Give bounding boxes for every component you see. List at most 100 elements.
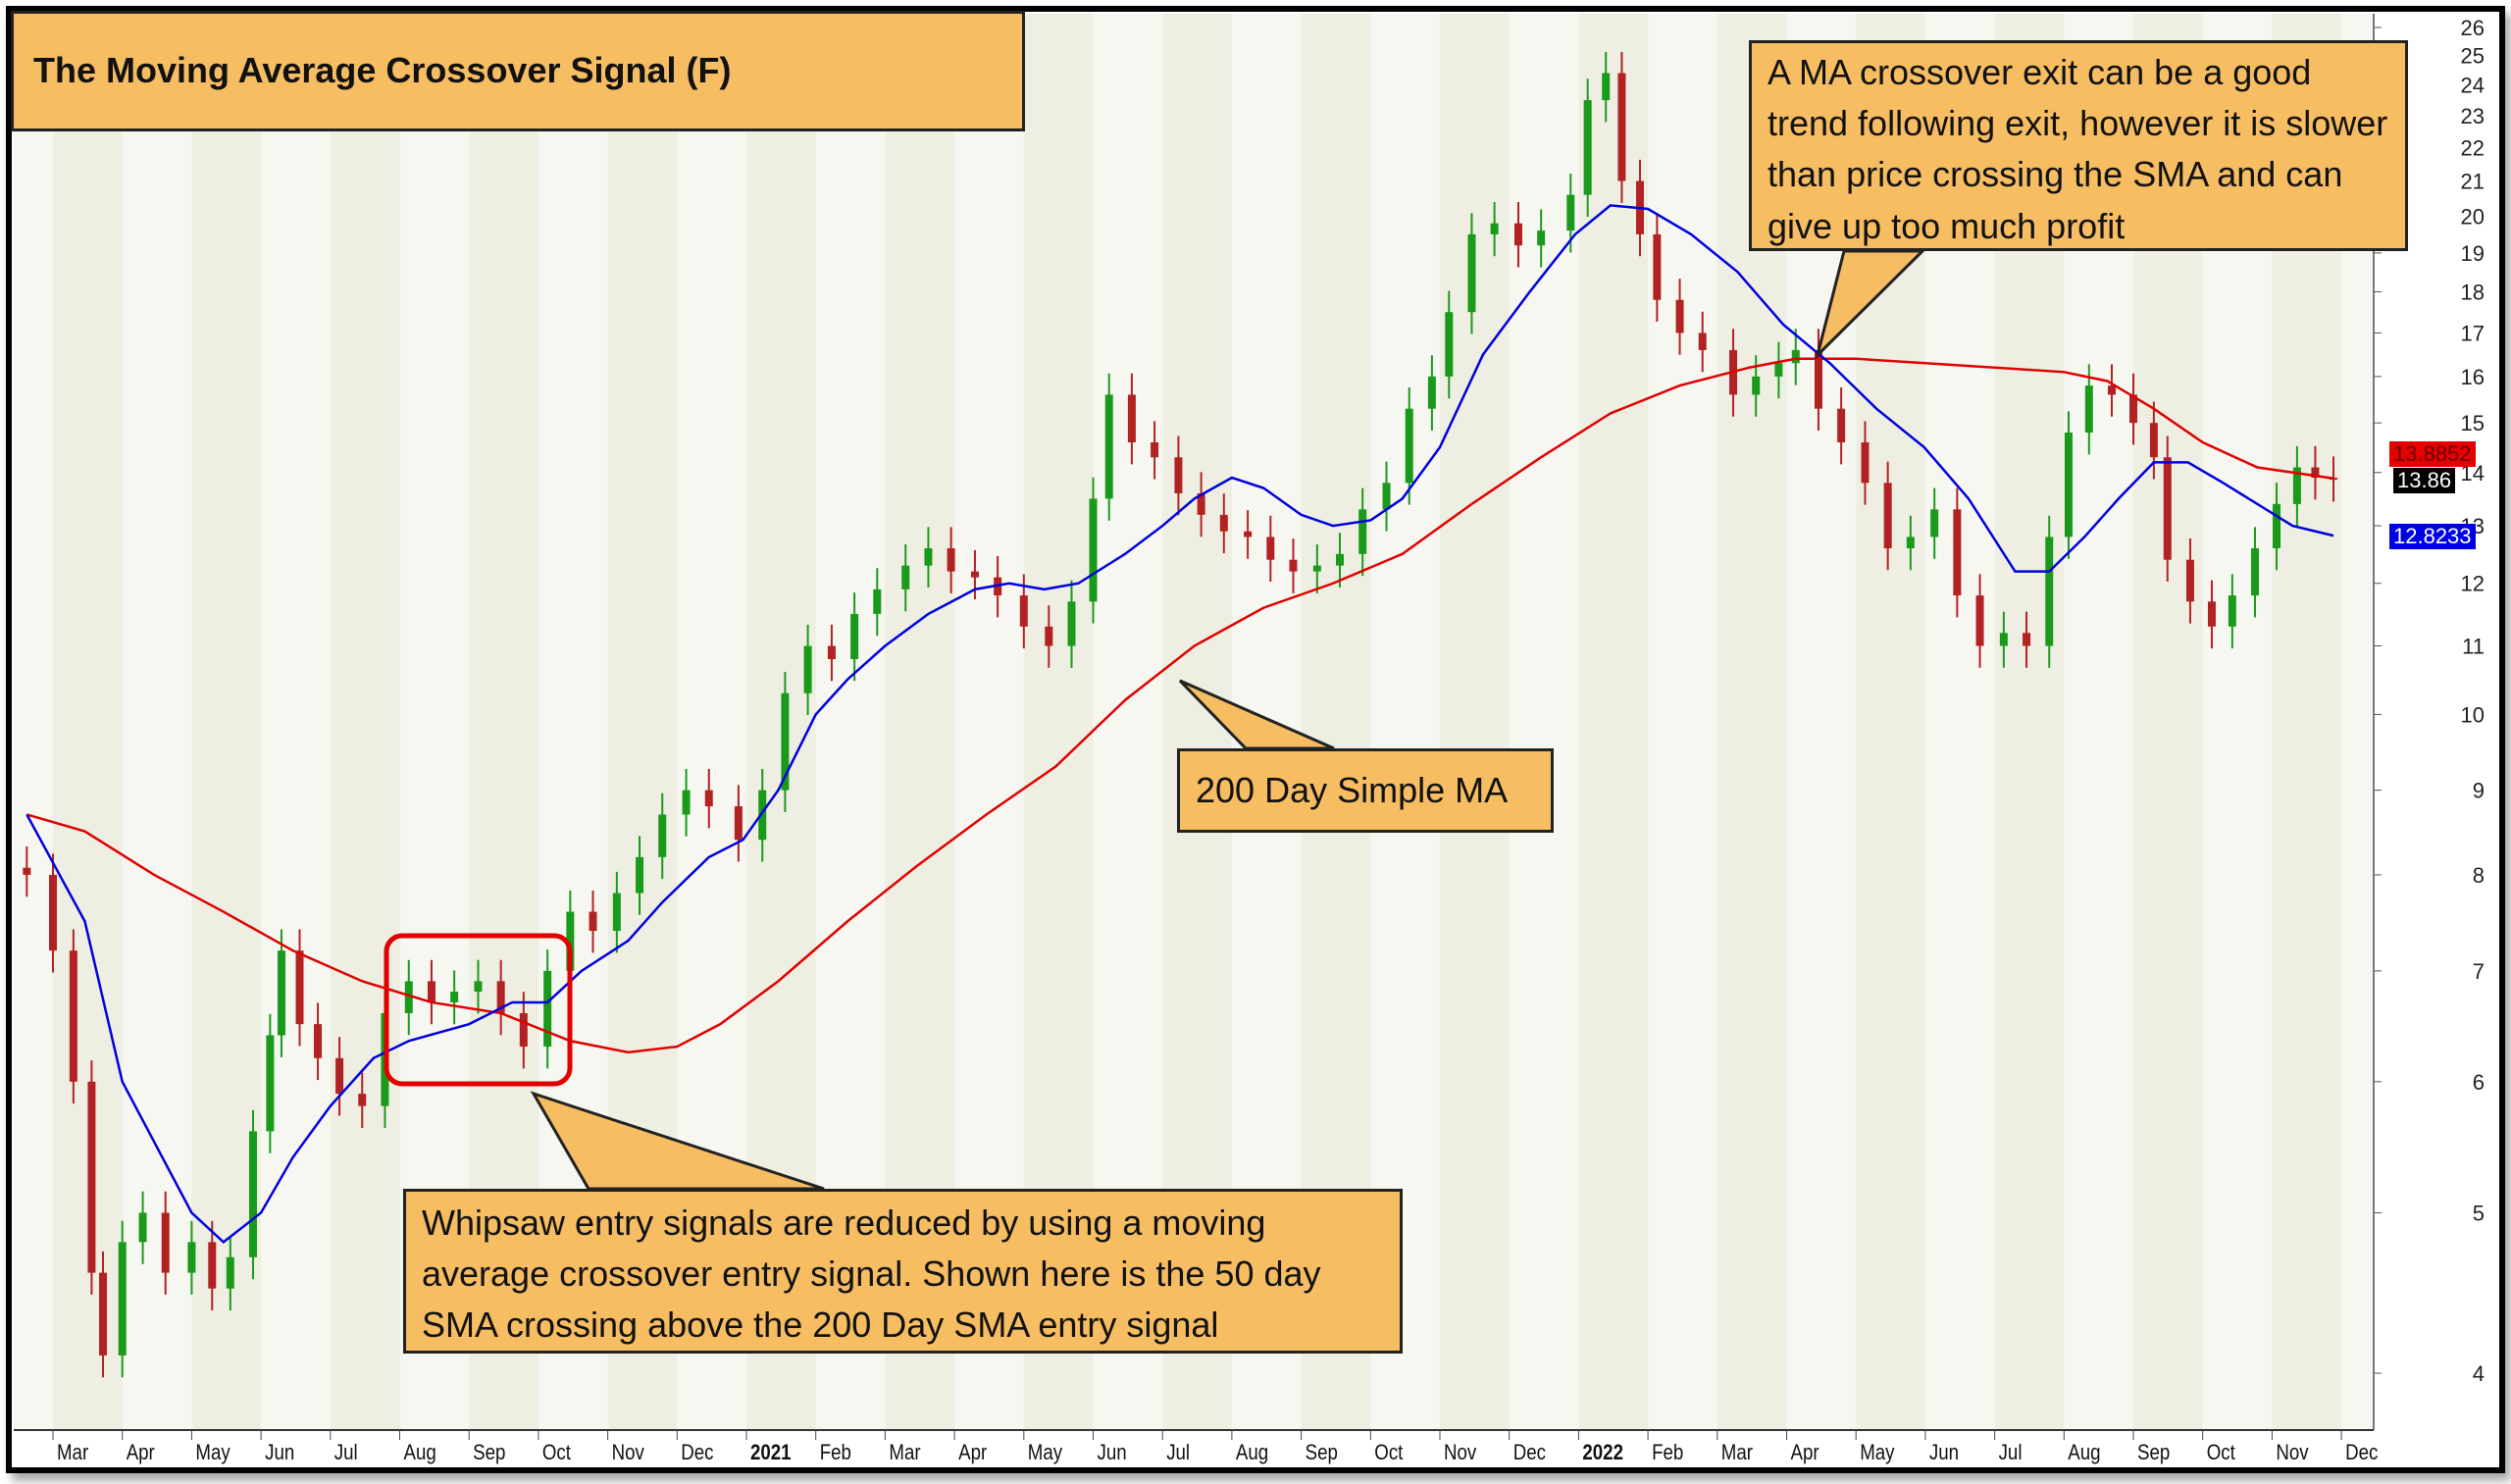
candle-body [87,1081,96,1273]
candle-body [566,911,575,971]
candle-body [1089,498,1098,602]
month-band [1578,14,1649,1430]
candle-body [1675,299,1684,333]
candle [1467,213,1476,334]
candle [1197,472,1205,537]
candle [138,1191,147,1264]
candle-body [2292,467,2301,504]
sma50-line [26,204,2334,1245]
candle-body [850,613,859,659]
candle [1219,493,1228,554]
candle [1953,487,1962,618]
candle-body [1566,194,1575,231]
candle [1312,543,1321,593]
candle [2273,483,2281,571]
x-tick-label: Jun [1098,1442,1127,1465]
candle-body [277,950,285,1036]
candle [1244,510,1253,559]
candle [1537,209,1546,268]
candle [118,1220,127,1378]
candle [1405,387,1413,505]
candle-body [1336,553,1345,566]
x-tick-label: Mar [1721,1442,1753,1465]
x-tick-label: Mar [889,1442,920,1465]
candle [277,929,285,1057]
candle [658,793,667,880]
candle [1698,311,1707,373]
candle-body [1883,483,1892,548]
candle-body [873,588,882,614]
candle-body [2163,457,2172,560]
candle-body [1358,509,1367,554]
candle-body [98,1272,107,1356]
candle [248,1109,257,1280]
candle [1151,421,1159,480]
candle-body [187,1242,196,1273]
candle-body [1698,333,1707,350]
y-tick-label: 5 [2473,1201,2485,1225]
candle-body [2129,394,2137,424]
candle-body [1312,565,1321,572]
candle-body [543,970,552,1048]
chart-title: The Moving Average Crossover Signal (F) [11,11,1025,131]
candle [1791,329,1800,385]
candle-body [2149,423,2158,458]
candle-body [1244,531,1253,537]
exit-callout-pointer [1815,249,1926,360]
candle-body [1906,537,1915,548]
candle [295,929,304,1047]
candle-body [734,806,743,841]
candle [2045,515,2054,668]
exit-annotation: A MA crossover exit can be a good trend … [1749,40,2408,251]
candle [1675,279,1684,355]
x-tick-label: Sep [1306,1442,1338,1465]
candle [2292,445,2301,527]
candle [1975,574,1984,668]
candle [924,527,933,588]
candle [589,890,597,953]
candle-body [970,571,979,578]
candle [404,959,413,1036]
x-tick-label: Aug [1236,1442,1268,1465]
candle [161,1191,170,1295]
month-band [53,14,123,1430]
candle-body [924,547,933,566]
x-tick-label: Apr [127,1442,155,1465]
candle-body [2107,385,2116,395]
candle-body [1837,408,1846,442]
x-tick-label: May [195,1442,231,1465]
candle [803,624,812,716]
candle [1089,477,1098,624]
candle [1045,605,1053,668]
candle-body [1127,394,1136,442]
candle [2149,401,2158,480]
candle-body [2311,467,2320,479]
candle [2023,611,2031,668]
y-tick-label: 4 [2473,1361,2485,1386]
candle-body [118,1242,127,1356]
candle-body [474,981,483,993]
candle-body [2045,537,2054,646]
candle-body [803,645,812,693]
candle [947,527,955,593]
candle-body [1104,394,1113,499]
x-tick-label: Feb [1652,1442,1683,1465]
candle [474,959,483,1014]
candle-body [1445,312,1454,377]
candle-body [636,856,644,894]
candle-body [266,1035,275,1132]
y-tick-label: 25 [2461,44,2485,69]
y-tick-label: 16 [2461,365,2485,389]
candle [704,768,713,829]
x-tick-label: Nov [1444,1442,1477,1465]
candle [612,871,621,953]
y-tick-label: 9 [2473,779,2485,803]
x-tick-label: Jun [265,1442,294,1465]
candle-body [226,1256,234,1289]
candle [1602,51,1611,123]
candle [1174,435,1183,516]
candle [1999,611,2008,668]
candle [208,1220,217,1311]
candle [358,1072,367,1129]
candle [87,1060,96,1295]
